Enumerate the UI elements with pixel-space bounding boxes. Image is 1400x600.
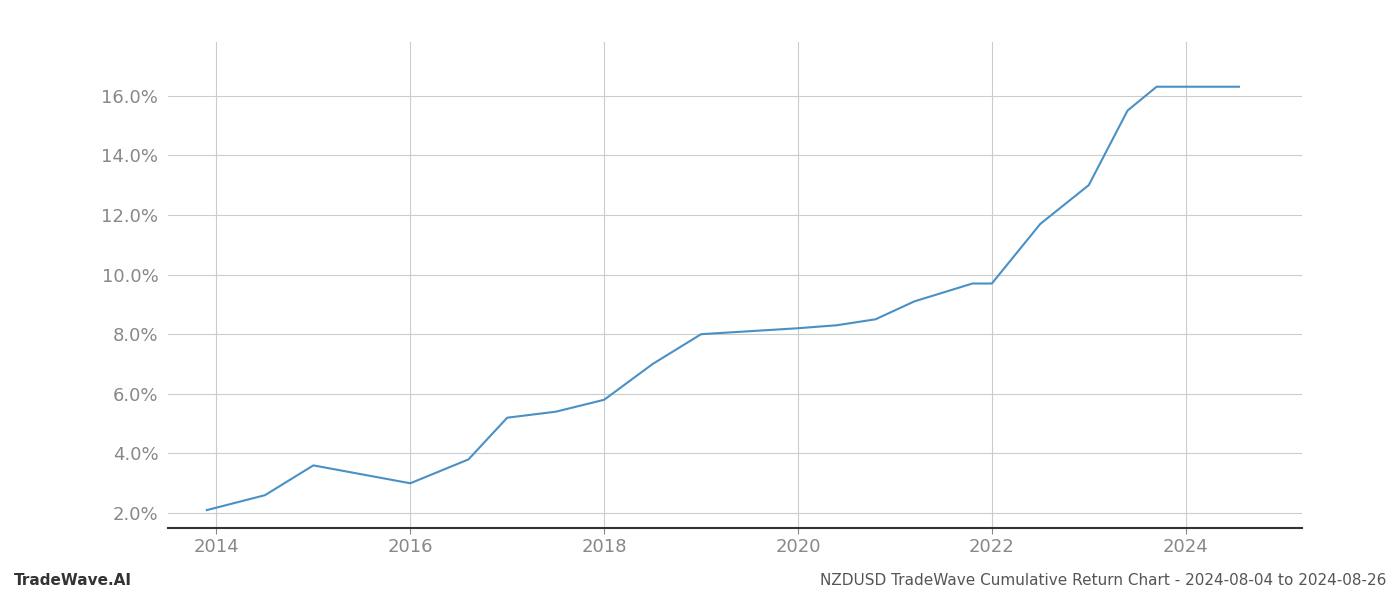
Text: TradeWave.AI: TradeWave.AI xyxy=(14,573,132,588)
Text: NZDUSD TradeWave Cumulative Return Chart - 2024-08-04 to 2024-08-26: NZDUSD TradeWave Cumulative Return Chart… xyxy=(819,573,1386,588)
